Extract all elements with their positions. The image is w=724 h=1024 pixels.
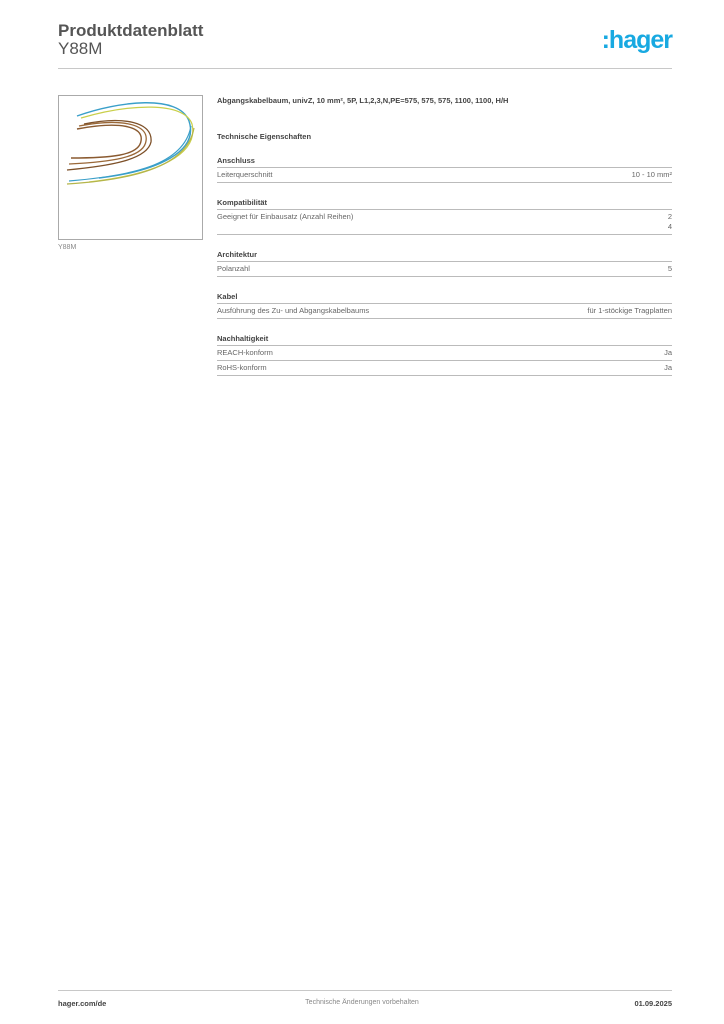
section-kompatibilitaet: Kompatibilität Geeignet für Einbausatz (… [217, 198, 672, 235]
section-heading: Kabel [217, 292, 672, 304]
spec-row: Polanzahl 5 [217, 262, 672, 277]
section-kabel: Kabel Ausführung des Zu- und Abgangskabe… [217, 292, 672, 319]
spec-label: RoHS-konform [217, 363, 267, 372]
section-heading: Architektur [217, 250, 672, 262]
tech-heading: Technische Eigenschaften [217, 132, 312, 141]
cable-harness-illustration [66, 102, 195, 185]
footer-website-link[interactable]: hager.com/de [58, 999, 107, 1008]
spec-label: Ausführung des Zu- und Abgangskabelbaums [217, 306, 370, 315]
hager-logo: :hager [601, 26, 673, 54]
spec-value: 4 [667, 222, 672, 231]
spec-label: Polanzahl [217, 264, 250, 273]
spec-value: 10 - 10 mm² [631, 170, 672, 179]
specs-column: Abgangskabelbaum, univZ, 10 mm², 5P, L1,… [217, 96, 672, 376]
footer-date: 01.09.2025 [634, 999, 672, 1008]
section-architektur: Architektur Polanzahl 5 [217, 250, 672, 277]
header-divider [58, 68, 672, 69]
section-anschluss: Anschluss Leiterquerschnitt 10 - 10 mm² [217, 156, 672, 183]
footer-divider [58, 990, 672, 991]
page-title: Produktdatenblatt [58, 21, 204, 40]
spec-row: RoHS-konform Ja [217, 361, 672, 376]
section-nachhaltigkeit: Nachhaltigkeit REACH-konform Ja RoHS-kon… [217, 334, 672, 376]
spec-value: 5 [667, 264, 672, 273]
section-heading: Anschluss [217, 156, 672, 168]
spec-value: für 1-stöckige Tragplatten [587, 306, 672, 315]
product-description: Abgangskabelbaum, univZ, 10 mm², 5P, L1,… [217, 96, 509, 105]
spec-label: Geeignet für Einbausatz (Anzahl Reihen) [217, 212, 354, 221]
footer-notice: Technische Änderungen vorbehalten [305, 999, 419, 1006]
spec-value: Ja [664, 363, 672, 372]
spec-label: Leiterquerschnitt [217, 170, 273, 179]
spec-value: 2 [667, 212, 672, 221]
image-caption: Y88M [58, 244, 77, 251]
spec-value: Ja [664, 348, 672, 357]
spec-row: Geeignet für Einbausatz (Anzahl Reihen) … [217, 210, 672, 235]
product-code: Y88M [58, 39, 103, 58]
spec-label: REACH-konform [217, 348, 273, 357]
section-heading: Kompatibilität [217, 198, 672, 210]
spec-row: Leiterquerschnitt 10 - 10 mm² [217, 168, 672, 183]
section-heading: Nachhaltigkeit [217, 334, 672, 346]
spec-row: Ausführung des Zu- und Abgangskabelbaums… [217, 304, 672, 319]
spec-row: REACH-konform Ja [217, 346, 672, 361]
product-image [58, 95, 203, 240]
